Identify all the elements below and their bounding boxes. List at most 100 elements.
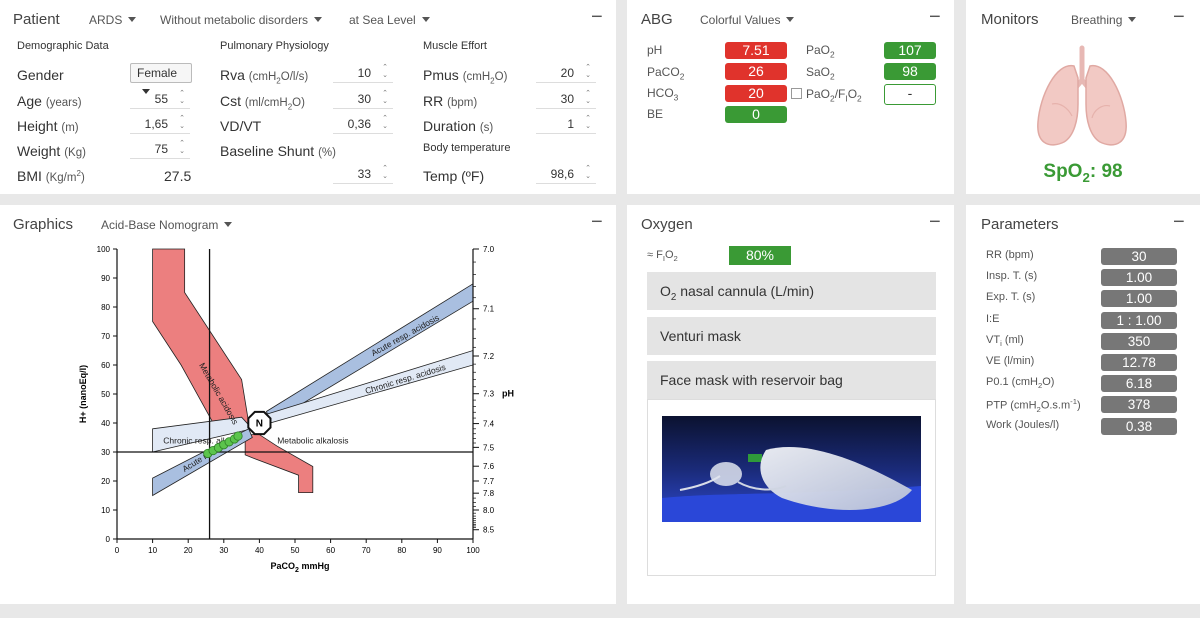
gender-value: Female [137, 66, 178, 80]
weight-label: Weight (Kg) [17, 143, 86, 159]
param-value: 12.78 [1101, 354, 1177, 371]
abg-collapse-button[interactable]: − [929, 6, 941, 28]
pulmonary-header: Pulmonary Physiology [220, 40, 329, 52]
patient-title: Patient [13, 11, 60, 28]
ph-tick-label: 7.5 [483, 443, 495, 452]
param-label: VE (l/min) [986, 355, 1035, 367]
metabolic-dropdown[interactable]: Without metabolic disorders [160, 13, 322, 27]
venturi-mask-option[interactable]: Venturi mask [647, 317, 936, 355]
ph-tick-label: 7.3 [483, 390, 495, 399]
oxygen-collapse-button[interactable]: − [929, 211, 941, 233]
param-label: I:E [986, 312, 1000, 325]
ph-value: 7.51 [725, 42, 787, 59]
graphics-title: Graphics [13, 216, 74, 233]
y-tick-label: 10 [101, 506, 110, 515]
pmus-label: Pmus (cmH2O) [423, 67, 508, 86]
graphics-collapse-button[interactable]: − [591, 211, 603, 233]
x-tick-label: 60 [326, 546, 335, 555]
normal-label: N [256, 419, 263, 430]
x-tick-label: 80 [397, 546, 406, 555]
body-temp-header: Body temperature [423, 142, 511, 154]
paco2-label: PaCO2 [647, 65, 685, 82]
pao2-fio2-value: - [884, 84, 936, 105]
y-tick-label: 40 [101, 419, 110, 428]
abg-display-dropdown[interactable]: Colorful Values [700, 13, 794, 27]
patient-panel: Patient ARDS Without metabolic disorders… [0, 0, 616, 194]
parameters-collapse-button[interactable]: − [1173, 211, 1185, 233]
zone-metabolic-acidosis [152, 248, 250, 424]
age-input[interactable]: 55 [130, 89, 190, 109]
zone-label: Chronic resp. acidosis [364, 362, 447, 396]
ph-tick-label: 7.1 [483, 305, 495, 314]
sao2-label: SaO2 [806, 65, 835, 82]
be-value: 0 [725, 106, 787, 123]
rva-input[interactable]: 10 [333, 63, 393, 83]
data-point [233, 431, 243, 441]
pmus-input[interactable]: 20 [536, 63, 596, 83]
fio2-label: ≈ FIO2 [647, 249, 678, 264]
nasal-cannula-option[interactable]: O2 nasal cannula (L/min) [647, 272, 936, 310]
oxygen-title: Oxygen [641, 216, 693, 233]
ph-tick-label: 8.0 [483, 506, 495, 515]
param-label: Work (Joules/l) [986, 418, 1060, 431]
y-tick-label: 20 [101, 477, 110, 486]
zone-label: Chronic resp. alk [163, 435, 228, 445]
gender-select[interactable]: Female [130, 63, 192, 83]
bmi-value: 27.5 [164, 168, 192, 184]
monitor-mode-dropdown[interactable]: Breathing [1071, 13, 1136, 27]
monitors-panel: Monitors Breathing − SpO2: 98 [966, 0, 1200, 194]
ratio-checkbox[interactable] [791, 88, 802, 99]
rr-label: RR (bpm) [423, 93, 478, 109]
hco3-value: 20 [725, 85, 787, 102]
cst-label: Cst (ml/cmH2O) [220, 93, 305, 112]
monitors-title: Monitors [981, 11, 1039, 28]
duration-input[interactable]: 1 [536, 114, 596, 134]
x-tick-label: 100 [466, 546, 480, 555]
y-tick-label: 60 [101, 361, 110, 370]
temp-label: Temp (ºF) [423, 168, 485, 184]
height-label: Height (m) [17, 118, 79, 134]
weight-input[interactable]: 75 [130, 139, 190, 159]
ph-axis-label: pH [502, 389, 514, 399]
x-tick-label: 30 [219, 546, 228, 555]
ph-tick-label: 7.7 [483, 477, 495, 486]
altitude-dropdown[interactable]: at Sea Level [349, 13, 430, 27]
vdvt-input[interactable]: 0,36 [333, 114, 393, 134]
ph-tick-label: 7.6 [483, 462, 495, 471]
param-label: Insp. T. (s) [986, 270, 1038, 283]
x-tick-label: 20 [184, 546, 193, 555]
shunt-label: Baseline Shunt (%) [220, 143, 336, 159]
x-tick-label: 0 [115, 546, 120, 555]
graph-type-dropdown[interactable]: Acid-Base Nomogram [101, 218, 232, 232]
shunt-input[interactable]: 33 [333, 164, 393, 184]
y-tick-label: 80 [101, 303, 110, 312]
param-value: 350 [1101, 332, 1177, 350]
param-value: 0.38 [1101, 417, 1177, 435]
pao2-label: PaO2 [806, 43, 835, 60]
param-value: 378 [1101, 396, 1177, 414]
graphics-panel: Graphics Acid-Base Nomogram − Metabolic … [0, 205, 616, 604]
y-tick-label: 50 [101, 390, 110, 399]
patient-collapse-button[interactable]: − [591, 6, 603, 28]
y-axis-label: H+ (nanoEq/l) [78, 365, 88, 423]
x-tick-label: 40 [255, 546, 264, 555]
duration-label: Duration (s) [423, 118, 494, 134]
y-tick-label: 90 [101, 274, 110, 283]
y-tick-label: 30 [101, 448, 110, 457]
reservoir-mask-option[interactable]: Face mask with reservoir bag [647, 361, 936, 399]
temp-input[interactable]: 98,6 [536, 164, 596, 184]
pao2-value: 107 [884, 42, 936, 59]
rr-input[interactable]: 30 [536, 89, 596, 109]
zone-label: Acute resp. acidosis [369, 312, 440, 358]
height-input[interactable]: 1,65 [130, 114, 190, 134]
cst-input[interactable]: 30 [333, 89, 393, 109]
hco3-label: HCO3 [647, 86, 679, 103]
zone-label: Metabolic alkalosis [277, 435, 348, 445]
lungs-icon [1037, 45, 1127, 146]
age-label: Age (years) [17, 93, 82, 109]
ph-tick-label: 7.4 [483, 420, 495, 429]
patient-condition-dropdown[interactable]: ARDS [89, 13, 136, 27]
zone-metabolic-alkalosis [244, 434, 314, 494]
monitors-collapse-button[interactable]: − [1173, 6, 1185, 28]
